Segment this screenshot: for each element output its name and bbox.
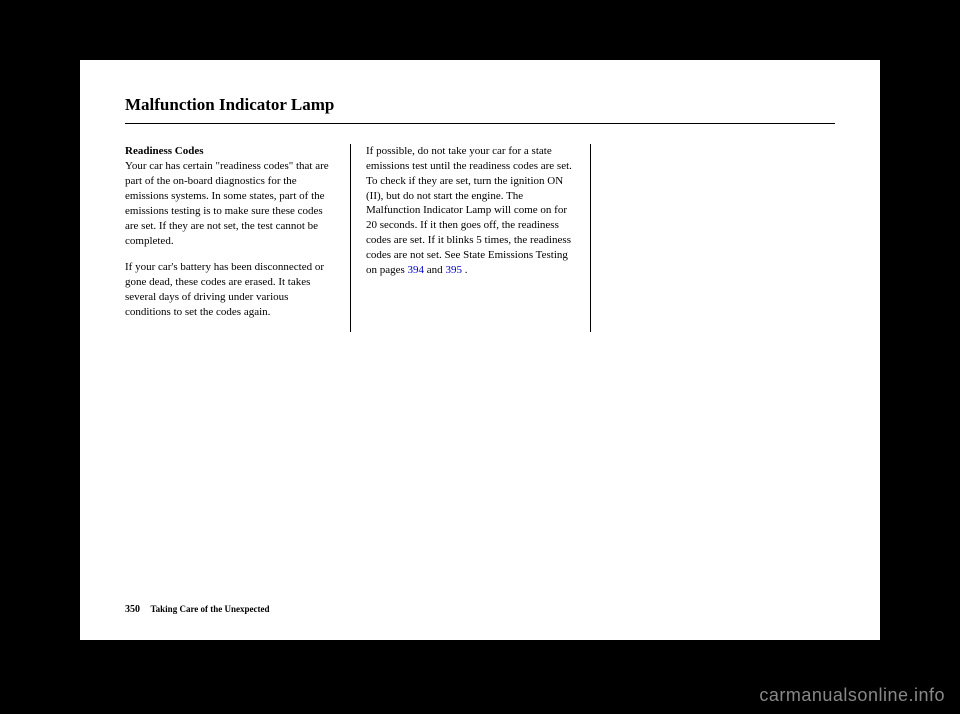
watermark: carmanualsonline.info [759,685,945,706]
readiness-codes-heading: Readiness Codes [125,144,335,159]
column-1: Readiness Codes Your car has certain "re… [125,144,350,332]
page-link-395[interactable]: 395 [445,264,462,276]
content-columns: Readiness Codes Your car has certain "re… [125,144,835,564]
page-link-394[interactable]: 394 [408,264,425,276]
period-text: . [462,264,468,276]
footer-section-title: Taking Care of the Unexpected [151,604,270,614]
page-number: 350 [125,604,140,615]
emissions-test-para: If possible, do not take your car for a … [366,144,575,278]
manual-page: Malfunction Indicator Lamp Readiness Cod… [80,60,880,640]
page-title: Malfunction Indicator Lamp [125,95,835,115]
column-container: Readiness Codes Your car has certain "re… [125,144,835,332]
title-divider [125,123,835,124]
column-2: If possible, do not take your car for a … [350,144,590,332]
para-text-1: If possible, do not take your car for a … [366,145,572,276]
readiness-para-2: If your car's battery has been disconnec… [125,260,335,319]
page-footer: 350 Taking Care of the Unexpected [125,604,270,615]
and-text: and [424,264,445,276]
column-3 [590,144,815,332]
readiness-para-1: Your car has certain "readiness codes" t… [125,159,335,248]
